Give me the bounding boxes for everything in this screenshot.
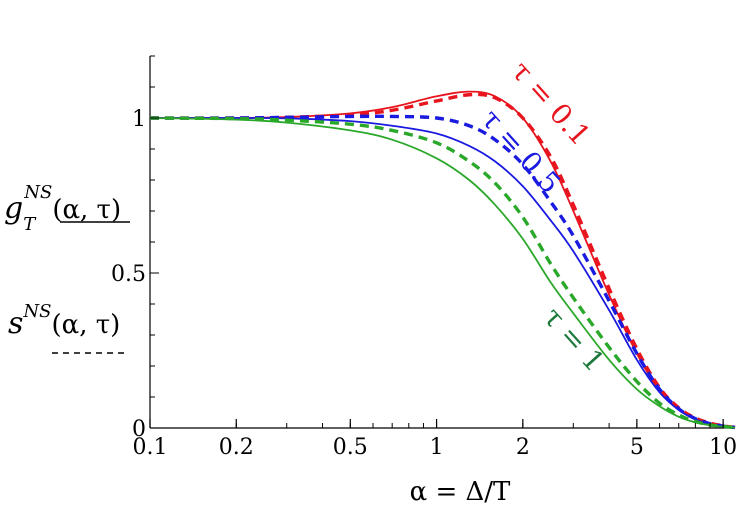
curve-label-tau-1: τ = 1 (537, 301, 611, 379)
x-tick-label: 0.5 (333, 435, 368, 460)
legend-dashed: sNS(α, τ) (8, 301, 128, 354)
series-line-solid (149, 117, 736, 429)
series-line-solid (149, 117, 736, 429)
y-tick-label: 0.5 (111, 262, 146, 287)
x-tick-label: 10 (709, 435, 737, 460)
legend-solid: gTNS(α, τ) (4, 182, 130, 235)
series-line-dashed (149, 116, 736, 430)
x-tick-label: 5 (630, 435, 644, 460)
y-tick-label: 0 (132, 417, 146, 442)
legend-solid-label: gTNS(α, τ) (4, 182, 121, 235)
y-tick-label: 1 (132, 107, 146, 132)
x-axis-title: α = Δ/T (410, 477, 511, 507)
series-line-dashed (149, 114, 736, 430)
x-tick-label: 0.1 (133, 435, 168, 460)
x-tick-label: 0.2 (219, 435, 254, 460)
x-tick-label: 2 (516, 435, 530, 460)
x-tick-label: 1 (430, 435, 444, 460)
legend-dashed-label: sNS(α, τ) (8, 301, 120, 341)
